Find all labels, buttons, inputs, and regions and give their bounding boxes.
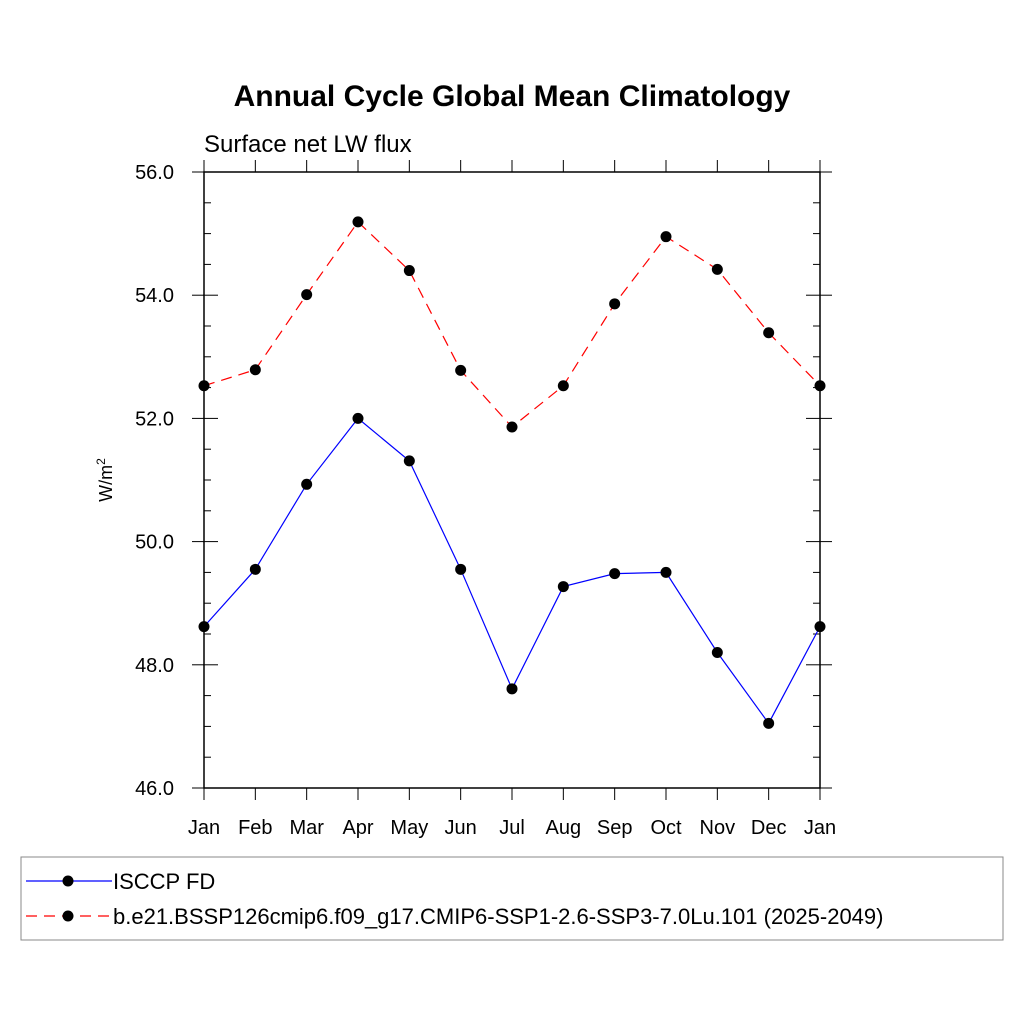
- data-point: [301, 478, 313, 490]
- legend-label: b.e21.BSSP126cmip6.f09_g17.CMIP6-SSP1-2.…: [113, 904, 883, 929]
- series-line: [203, 220, 821, 428]
- data-point: [249, 364, 261, 376]
- data-point: [352, 216, 364, 228]
- y-tick-label: 56.0: [135, 162, 174, 184]
- x-tick-label: May: [390, 817, 428, 839]
- x-tick-label: Mar: [289, 817, 324, 839]
- data-point: [711, 263, 723, 275]
- data-point: [506, 421, 518, 433]
- y-tick-label: 50.0: [135, 532, 174, 554]
- data-point: [763, 327, 775, 339]
- legend-items: ISCCP FD b.e21.BSSP126cmip6.f09_g17.CMIP6…: [26, 869, 883, 929]
- data-point: [455, 563, 467, 575]
- data-point: [609, 298, 621, 310]
- legend-label: ISCCP FD: [113, 869, 215, 894]
- x-tick-label: Feb: [238, 817, 272, 839]
- x-tick-label: Jan: [804, 817, 836, 839]
- series-1: [198, 412, 826, 729]
- y-tick-label: 54.0: [135, 285, 174, 307]
- legend-swatch-marker: [62, 875, 74, 887]
- y-tick-label: 52.0: [135, 408, 174, 430]
- data-point: [403, 265, 415, 277]
- chart-subtitle: Surface net LW flux: [204, 131, 412, 158]
- y-axis-label: W/m2: [94, 458, 116, 502]
- data-point: [660, 231, 672, 243]
- svg-text:W/m2: W/m2: [94, 458, 116, 502]
- data-point: [814, 380, 826, 392]
- x-tick-label: Sep: [597, 817, 633, 839]
- series-line: [203, 417, 821, 725]
- y-axis-label-text: W/m: [96, 465, 116, 502]
- legend: ISCCP FD b.e21.BSSP126cmip6.f09_g17.CMIP6…: [20, 856, 1004, 941]
- data-point: [557, 581, 569, 593]
- x-tick-label: Jun: [445, 817, 477, 839]
- data-point: [198, 621, 210, 633]
- data-point: [455, 364, 467, 376]
- data-point: [506, 683, 518, 695]
- series-2: [198, 216, 826, 433]
- data-point: [352, 412, 364, 424]
- series-layer: [198, 216, 826, 729]
- x-tick-label: Oct: [650, 817, 682, 839]
- legend-item-2: b.e21.BSSP126cmip6.f09_g17.CMIP6-SSP1-2.…: [26, 904, 883, 929]
- data-point: [609, 568, 621, 580]
- chart-title: Annual Cycle Global Mean Climatology: [234, 80, 791, 113]
- data-point: [557, 380, 569, 392]
- x-tick-label: Apr: [342, 817, 373, 839]
- axis-ticks: 46.0 48.0 50.0 52.0 54.0 56.0 Jan Feb Mar Apr May J…: [135, 160, 836, 839]
- y-tick-label: 46.0: [135, 778, 174, 800]
- data-point: [711, 646, 723, 658]
- data-point: [198, 380, 210, 392]
- legend-box: [20, 856, 1004, 941]
- legend-swatch-marker: [62, 910, 74, 922]
- plot-frame: [203, 171, 821, 789]
- x-tick-label: Dec: [751, 817, 787, 839]
- x-tick-label: Jan: [188, 817, 220, 839]
- x-tick-label: Jul: [499, 817, 525, 839]
- data-point: [301, 289, 313, 301]
- data-point: [763, 717, 775, 729]
- legend-item-1: ISCCP FD: [26, 869, 215, 894]
- y-axis-label-superscript: 2: [94, 458, 108, 465]
- data-point: [403, 455, 415, 467]
- x-tick-label: Aug: [546, 817, 582, 839]
- data-point: [660, 566, 672, 578]
- data-point: [814, 621, 826, 633]
- y-tick-label: 48.0: [135, 655, 174, 677]
- x-tick-label: Nov: [700, 817, 736, 839]
- data-point: [249, 563, 261, 575]
